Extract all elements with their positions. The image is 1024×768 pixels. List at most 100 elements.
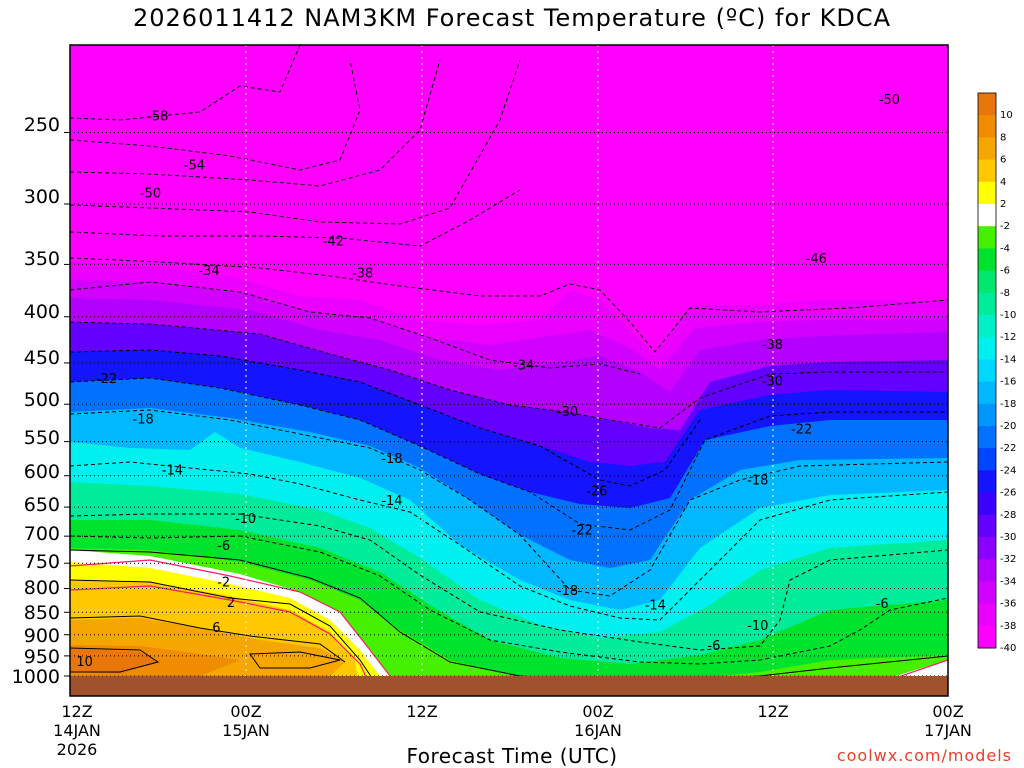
y-tick-label: 850 <box>23 602 60 624</box>
credit-text: coolwx.com/models <box>836 746 1012 765</box>
y-tick-label: 450 <box>23 347 60 369</box>
contour-label: -10 <box>747 619 768 634</box>
contour-label: -6 <box>876 597 889 612</box>
colorbar-swatch <box>978 559 996 582</box>
chart-title: 2026011412 NAM3KM Forecast Temperature (… <box>132 4 892 32</box>
contour-label: 6 <box>212 621 220 636</box>
colorbar-label: -32 <box>1000 554 1016 565</box>
contour-label: -34 <box>513 359 534 374</box>
colorbar-label: -20 <box>1000 421 1016 432</box>
contour-plus8-oval <box>249 651 341 669</box>
colorbar-label: 10 <box>1000 110 1013 121</box>
colorbar-label: 8 <box>1000 132 1006 143</box>
y-tick-label: 1000 <box>11 666 60 688</box>
colorbar-label: -2 <box>1000 221 1010 232</box>
colorbar-label: -28 <box>1000 510 1016 521</box>
contour-plus10 <box>70 647 160 673</box>
colorbar-label: -24 <box>1000 465 1016 476</box>
contour-label: -6 <box>217 539 230 554</box>
x-tick-label: 00Z 17JAN <box>908 702 988 740</box>
x-tick-label: 12Z 14JAN 2026 <box>37 702 117 759</box>
contour-minus38 <box>70 257 948 353</box>
x-tick-date: 16JAN <box>574 721 622 740</box>
contour-label-group: -58-54-50-42-38-34-22-18-14-10-6-22610-3… <box>76 93 900 670</box>
contour-label: -26 <box>586 485 607 500</box>
x-tick-date: 14JAN <box>53 721 101 740</box>
colorbar-swatch <box>978 248 996 272</box>
x-tick-time: 12Z <box>757 702 789 721</box>
contour-label: -18 <box>557 584 578 599</box>
colorbar-label: -10 <box>1000 310 1016 321</box>
plot-frame <box>69 44 949 697</box>
colorbar-label: 6 <box>1000 155 1006 166</box>
contour-label: 10 <box>76 655 93 670</box>
colorbar-swatch <box>978 625 996 649</box>
x-tick-time: 12Z <box>406 702 438 721</box>
contour-label: -30 <box>762 375 783 390</box>
contour-label: -42 <box>323 234 344 249</box>
y-tick-label: 650 <box>23 494 60 516</box>
colorbar-swatch <box>978 337 996 360</box>
x-axis-title: Forecast Time (UTC) <box>406 744 618 768</box>
temperature-field <box>70 45 948 696</box>
colorbar-swatch <box>978 93 996 116</box>
colorbar-label: -4 <box>1000 243 1010 254</box>
freezing-line-upper <box>70 559 391 677</box>
colorbar-label: -14 <box>1000 354 1016 365</box>
colorbar-swatch <box>978 292 996 316</box>
colorbar-swatch <box>978 204 996 227</box>
contour-plus6 <box>70 615 346 663</box>
ground <box>70 676 948 696</box>
colorbar-label: -12 <box>1000 332 1016 343</box>
contour-minus46 <box>70 59 521 225</box>
x-tick-time: 00Z <box>582 702 614 721</box>
contour-label: -50 <box>879 93 900 108</box>
colorbar-swatch <box>978 381 996 405</box>
x-tick-label: 12Z <box>382 702 462 721</box>
colorbar-swatch <box>978 137 996 161</box>
colorbar-swatch <box>978 359 996 383</box>
colorbar-label: -26 <box>1000 488 1016 499</box>
contour-label: -10 <box>235 512 256 527</box>
y-tick-label: 750 <box>23 551 60 573</box>
contour-label: -46 <box>806 252 827 267</box>
colorbar-swatch <box>978 603 996 627</box>
contour-label: -14 <box>162 463 183 478</box>
contour-minus54 <box>70 59 361 171</box>
contour-label: -22 <box>791 422 812 437</box>
colorbar-label: -34 <box>1000 576 1016 587</box>
contour-label: -54 <box>184 159 205 174</box>
contour-label: -6 <box>707 639 720 654</box>
colorbar-label: -8 <box>1000 288 1010 299</box>
y-tick-label: 800 <box>23 577 60 599</box>
colorbar-label: 4 <box>1000 177 1006 188</box>
contour-label: -18 <box>747 473 768 488</box>
colorbar-swatch <box>978 514 996 538</box>
y-tick-label: 900 <box>23 625 60 647</box>
colorbar-swatch <box>978 470 996 494</box>
colorbar-label: -40 <box>1000 643 1016 654</box>
contour-label: -22 <box>572 524 593 539</box>
contour-minus30 <box>70 321 948 429</box>
grid-horizontals <box>64 131 948 677</box>
contour-label: -2 <box>217 576 230 591</box>
contour-minus58 <box>70 45 301 121</box>
y-tick-label: 950 <box>23 646 60 668</box>
y-tick-label: 600 <box>23 461 60 483</box>
colorbar-label: -6 <box>1000 266 1010 277</box>
colorbar-label: -38 <box>1000 621 1016 632</box>
colorbar-label: -16 <box>1000 377 1016 388</box>
colorbar-swatch <box>978 448 996 471</box>
colorbar-swatch <box>978 181 996 205</box>
colorbar-swatch <box>978 159 996 183</box>
contour-plus2 <box>70 579 381 691</box>
contour-minus18 <box>70 409 948 597</box>
contour-label: -38 <box>352 266 373 281</box>
contour-label: -18 <box>381 452 402 467</box>
x-tick-time: 00Z <box>932 702 964 721</box>
contour-label: -38 <box>762 338 783 353</box>
colorbar-frame <box>977 92 997 649</box>
colorbar-swatch <box>978 403 996 427</box>
contour-label: -50 <box>140 186 161 201</box>
contour-label: -22 <box>96 372 117 387</box>
